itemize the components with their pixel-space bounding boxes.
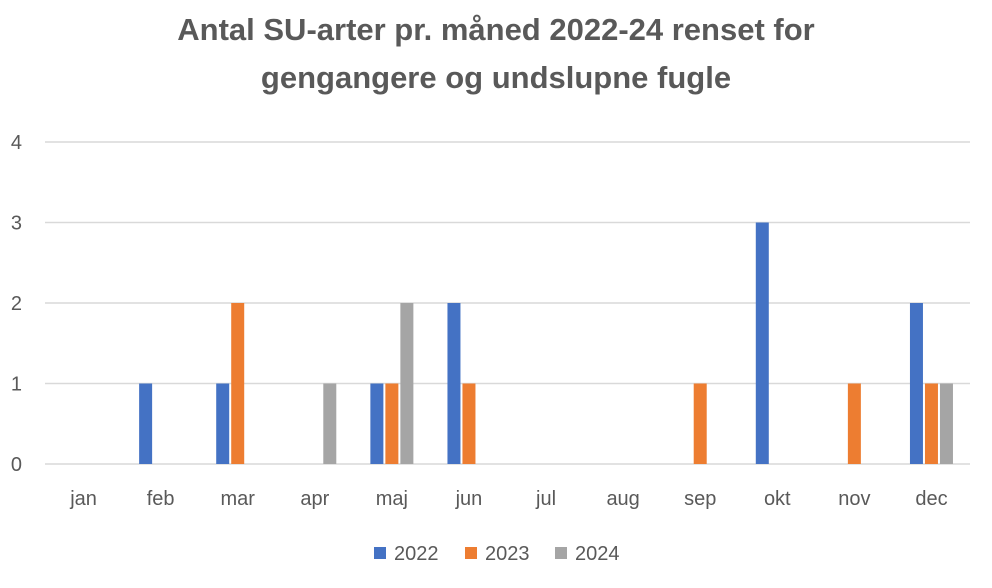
x-tick-label: maj	[376, 488, 408, 510]
y-tick-label: 1	[11, 374, 22, 396]
bar-2022-mar	[216, 383, 230, 464]
bar-2023-jun	[462, 383, 476, 464]
x-tick-label: jan	[69, 488, 97, 510]
x-tick-label: jul	[535, 488, 556, 510]
x-tick-label: jun	[455, 488, 483, 510]
legend-swatch-2023	[465, 547, 477, 559]
x-tick-label: apr	[300, 488, 329, 510]
bar-2023-maj	[385, 383, 399, 464]
bar-2022-jun	[447, 303, 461, 464]
chart-title: Antal SU-arter pr. måned 2022-24 renset …	[177, 12, 814, 47]
x-tick-label: nov	[838, 488, 870, 510]
y-tick-label: 2	[11, 293, 22, 315]
bar-2024-maj	[400, 303, 414, 464]
x-tick-label: sep	[684, 488, 716, 510]
bar-2023-nov	[847, 383, 861, 464]
bar-2023-mar	[231, 303, 245, 464]
x-tick-label: aug	[606, 488, 639, 510]
x-tick-label: mar	[220, 488, 255, 510]
bar-2023-sep	[693, 383, 707, 464]
bar-2022-feb	[139, 383, 153, 464]
bar-2022-okt	[755, 222, 769, 464]
bar-2024-dec	[939, 383, 953, 464]
legend: 2022 2023 2024	[374, 543, 620, 565]
x-axis: jan feb mar apr maj jun jul aug sep okt nov dec	[69, 488, 947, 510]
bar-2023-dec	[924, 383, 938, 464]
y-tick-label: 4	[11, 132, 22, 154]
bar-2022-maj	[370, 383, 384, 464]
y-tick-label: 0	[11, 454, 22, 476]
legend-label: 2022	[394, 543, 439, 565]
legend-swatch-2022	[374, 547, 386, 559]
y-tick-label: 3	[11, 213, 22, 235]
legend-label: 2023	[485, 543, 530, 565]
legend-swatch-2024	[555, 547, 567, 559]
y-axis: 0 1 2 3 4	[11, 132, 22, 476]
x-tick-label: dec	[915, 488, 947, 510]
bar-2024-apr	[323, 383, 337, 464]
gridlines	[45, 141, 970, 465]
x-tick-label: okt	[764, 488, 791, 510]
x-tick-label: feb	[147, 488, 175, 510]
chart-subtitle: gengangere og undslupne fugle	[261, 60, 731, 95]
legend-label: 2024	[575, 543, 620, 565]
bar-2022-dec	[909, 303, 923, 464]
bars	[139, 222, 953, 464]
